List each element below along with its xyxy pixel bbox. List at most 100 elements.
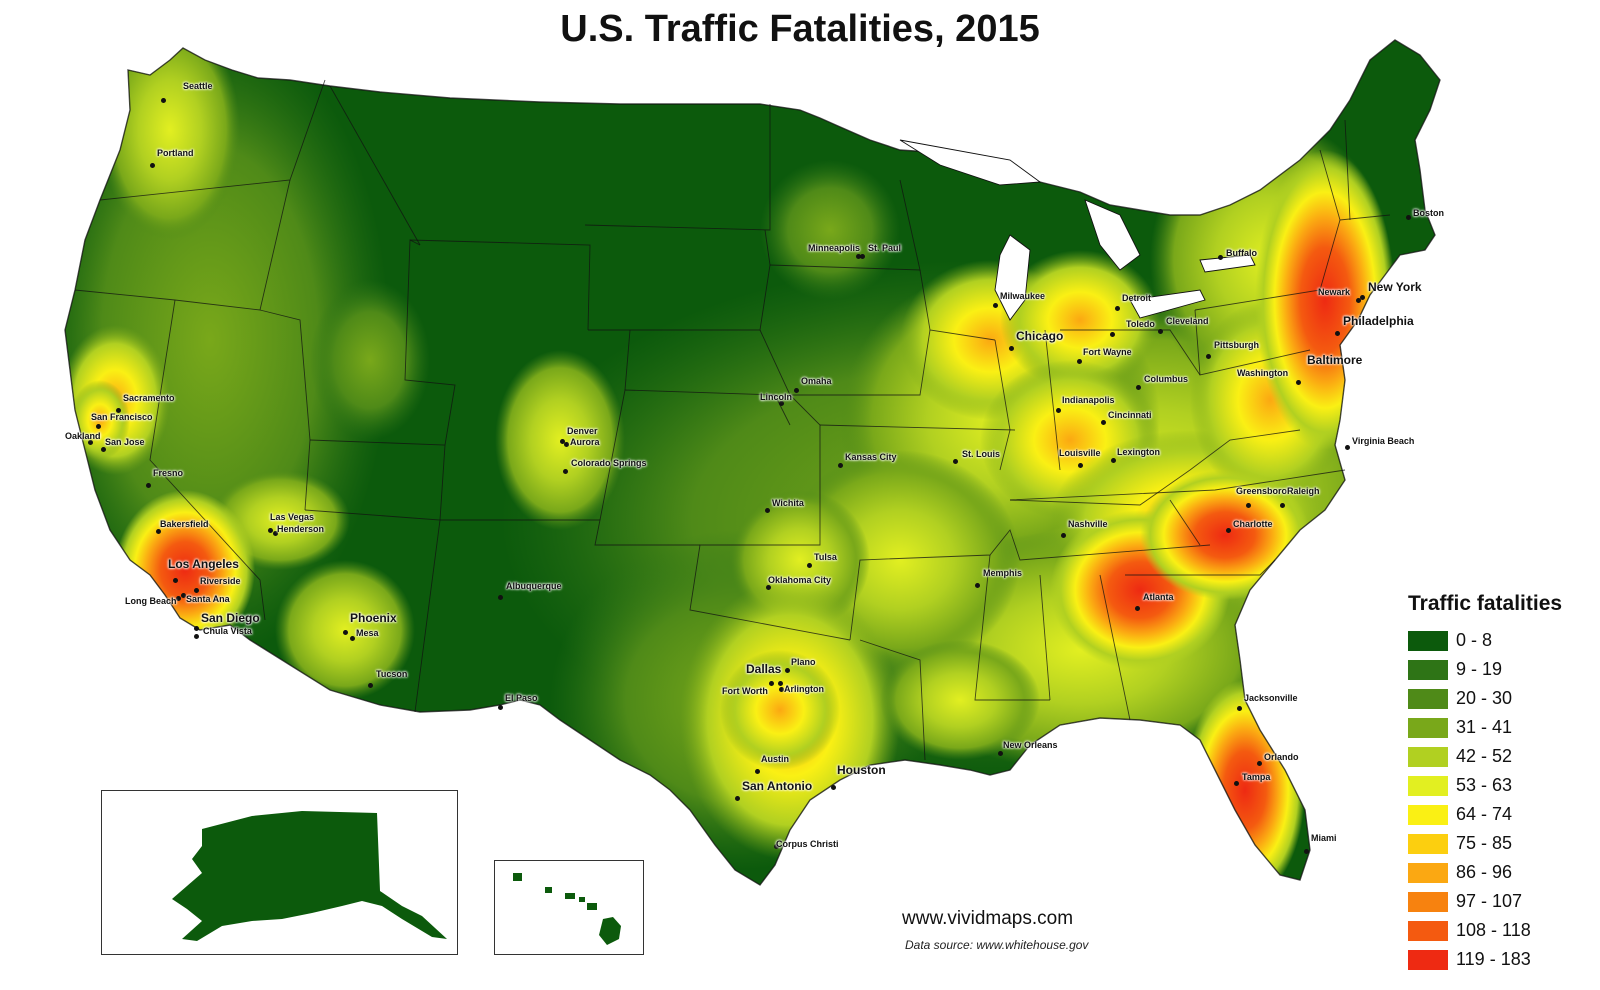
city-label: Las Vegas — [270, 512, 315, 522]
city-marker — [779, 687, 784, 692]
city-marker — [273, 531, 278, 536]
city-marker — [116, 408, 121, 413]
city-label: Wichita — [772, 498, 804, 508]
city-label: El Paso — [505, 693, 538, 703]
city-marker — [1218, 255, 1223, 260]
city-marker — [1331, 358, 1336, 363]
city-marker — [1345, 445, 1350, 450]
city-marker — [774, 844, 779, 849]
city-label: Fort Worth — [722, 686, 768, 696]
city-marker — [856, 254, 861, 259]
city-label: Fresno — [153, 468, 184, 478]
city-marker — [268, 528, 273, 533]
city-label: Chula Vista — [203, 626, 252, 636]
city-marker — [1234, 781, 1239, 786]
legend-label: 86 - 96 — [1456, 862, 1513, 882]
city-marker — [1135, 606, 1140, 611]
city-label: Baltimore — [1307, 353, 1363, 367]
state-borders — [64, 39, 1441, 886]
city-marker — [1246, 503, 1251, 508]
city-label: Riverside — [200, 576, 241, 586]
city-label: Philadelphia — [1343, 314, 1414, 328]
hawaii-inset — [494, 860, 644, 955]
legend-swatch — [1408, 833, 1448, 854]
city-label: Oklahoma City — [768, 575, 832, 585]
city-label: Seattle — [183, 81, 213, 91]
city-label: Plano — [791, 657, 816, 667]
city-marker — [860, 254, 865, 259]
city-marker — [88, 440, 93, 445]
legend-swatch — [1408, 949, 1448, 970]
city-marker — [769, 681, 774, 686]
city-label: Henderson — [277, 524, 325, 534]
city-label: Oakland — [65, 431, 101, 441]
legend-swatch — [1408, 717, 1448, 738]
great-lakes — [899, 139, 1256, 321]
city-marker — [150, 163, 155, 168]
city-label: Washington — [1237, 368, 1289, 378]
city-label: Miami — [1311, 833, 1337, 843]
city-marker — [998, 751, 1003, 756]
city-label: Milwaukee — [1000, 291, 1046, 301]
legend-items: 0 - 8 9 - 19 20 - 30 31 - 41 42 - 52 53 - 63 6… — [1408, 626, 1598, 974]
city-marker — [778, 681, 783, 686]
city-marker — [1206, 354, 1211, 359]
city-marker — [1226, 528, 1231, 533]
city-marker — [1009, 346, 1014, 351]
map-title: U.S. Traffic Fatalities, 2015 — [560, 8, 1040, 50]
city-label: Chicago — [1016, 329, 1064, 343]
city-marker — [1296, 380, 1301, 385]
legend-title: Traffic fatalities — [1408, 592, 1563, 615]
city-label: Omaha — [801, 376, 832, 386]
hawaii-shape — [513, 873, 621, 945]
city-label: Sacramento — [123, 393, 175, 403]
legend-item: 75 - 85 — [1408, 829, 1598, 858]
city-marker — [146, 483, 151, 488]
legend-label: 119 - 183 — [1456, 949, 1531, 969]
city-marker — [1077, 359, 1082, 364]
city-marker — [953, 459, 958, 464]
city-marker — [1158, 329, 1163, 334]
city-marker — [838, 463, 843, 468]
city-marker — [176, 596, 181, 601]
city-marker — [1304, 849, 1309, 854]
legend-item: 108 - 118 — [1408, 916, 1598, 945]
city-label: New York — [1368, 280, 1422, 294]
city-marker — [765, 508, 770, 513]
city-label: San Jose — [105, 437, 145, 447]
legend-item: 119 - 183 — [1408, 945, 1598, 974]
city-marker — [1136, 385, 1141, 390]
city-label: Portland — [157, 148, 194, 158]
city-marker — [807, 563, 812, 568]
alaska-shape — [172, 811, 447, 941]
legend-swatch — [1408, 891, 1448, 912]
city-marker — [1356, 298, 1361, 303]
city-marker — [785, 668, 790, 673]
city-marker — [563, 469, 568, 474]
city-marker — [194, 588, 199, 593]
city-marker — [181, 593, 186, 598]
source-text: Data source: www.whitehouse.gov — [905, 938, 1089, 952]
city-marker — [1111, 458, 1116, 463]
legend-item: 0 - 8 — [1408, 626, 1598, 655]
city-marker — [194, 634, 199, 639]
city-marker — [560, 439, 565, 444]
city-label: St. Paul — [868, 243, 902, 253]
city-label: St. Louis — [962, 449, 1000, 459]
legend-item: 86 - 96 — [1408, 858, 1598, 887]
city-label: Lexington — [1117, 447, 1160, 457]
city-label: Indianapolis — [1062, 395, 1115, 405]
city-label: Colorado Springs — [571, 458, 647, 468]
city-marker — [101, 447, 106, 452]
legend-swatch — [1408, 920, 1448, 941]
city-label: Los Angeles — [168, 557, 239, 571]
city-label: Greensboro — [1236, 486, 1288, 496]
city-label: Minneapolis — [808, 243, 861, 253]
legend-label: 9 - 19 — [1456, 659, 1503, 679]
city-marker — [498, 595, 503, 600]
legend-swatch — [1408, 746, 1448, 767]
city-label: Newark — [1318, 287, 1351, 297]
city-label: Charlotte — [1233, 519, 1273, 529]
city-label: Albuquerque — [506, 581, 562, 591]
